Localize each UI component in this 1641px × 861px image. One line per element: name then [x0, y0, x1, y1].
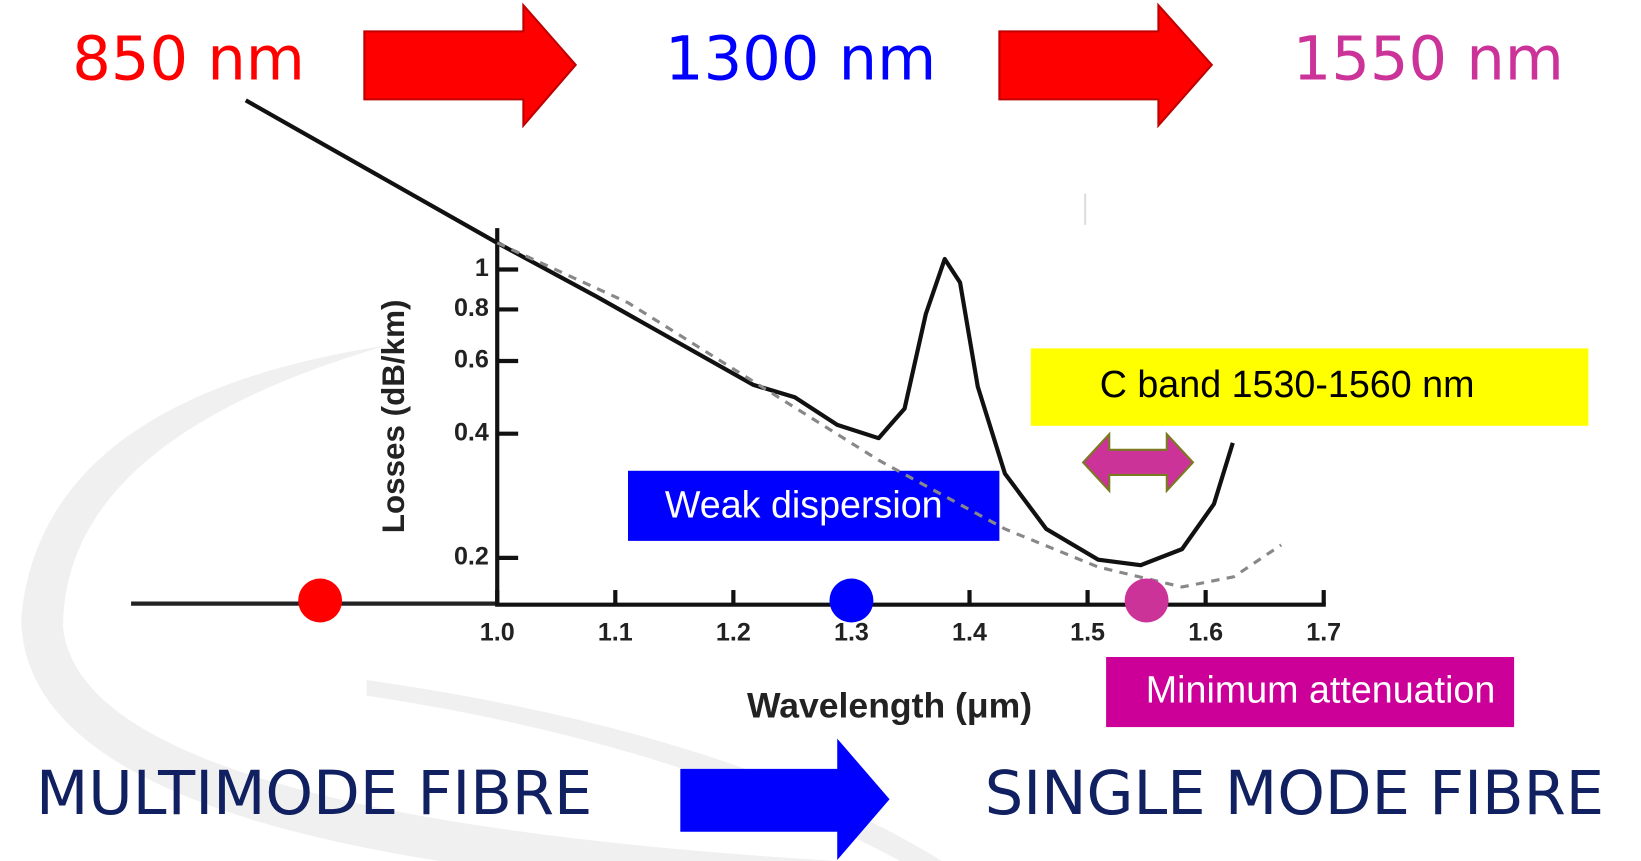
x-tick-label: 1.5 [1070, 619, 1105, 647]
x-tick-label: 1.4 [952, 619, 987, 647]
x-tick-label: 1.0 [480, 619, 515, 647]
c-band-box [1030, 348, 1589, 426]
x-tick-label: 1.7 [1306, 619, 1341, 647]
y-tick-label: 0.8 [454, 294, 489, 322]
label-850: 850 nm [72, 24, 305, 94]
multimode-label: MULTIMODE FIBRE [36, 759, 592, 829]
arrow [363, 2, 578, 129]
double-arrow [1081, 431, 1195, 494]
x-axis-label: Wavelength (μm) [747, 686, 1032, 726]
wavelength-dot [298, 578, 343, 623]
min-attenuation-box [1106, 656, 1515, 728]
wavelength-dot [829, 578, 874, 623]
min-attenuation: Minimum attenuation [1146, 669, 1496, 711]
weak-dispersion: Weak dispersion [665, 483, 943, 525]
arrow [998, 2, 1214, 129]
y-tick-label: 0.6 [454, 346, 489, 374]
arrow [680, 738, 890, 860]
y-tick-label: 0.4 [454, 418, 489, 446]
swoosh [366, 680, 942, 861]
x-tick-label: 1.6 [1188, 619, 1223, 647]
loss-curve [244, 98, 1235, 568]
weak-dispersion-box [628, 470, 1000, 541]
c-band: C band 1530-1560 nm [1100, 363, 1475, 405]
label-1550: 1550 nm [1293, 24, 1564, 94]
y-tick-label: 0.2 [454, 542, 489, 570]
label-1300: 1300 nm [665, 24, 936, 94]
loss-curve [496, 241, 1283, 589]
x-tick-label: 1.3 [834, 619, 869, 647]
y-tick-label: 1 [475, 254, 489, 282]
x-tick-label: 1.1 [598, 619, 633, 647]
singlemode-label: SINGLE MODE FIBRE [985, 759, 1604, 829]
x-tick-label: 1.2 [716, 619, 751, 647]
y-axis-label: Losses (dB/km) [376, 300, 411, 534]
wavelength-dot [1124, 578, 1169, 623]
